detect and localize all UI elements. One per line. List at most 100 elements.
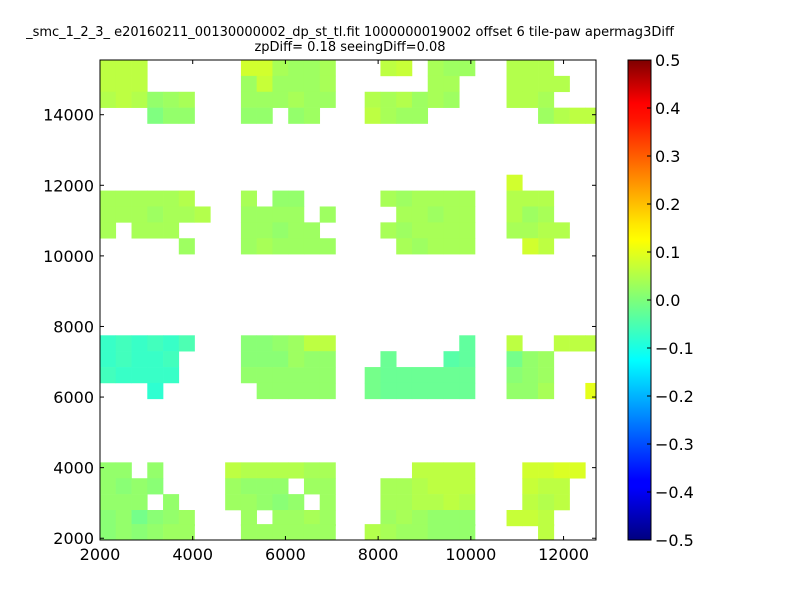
heatmap-cell <box>443 60 460 77</box>
heatmap-cell <box>459 494 476 511</box>
heatmap-cell <box>553 107 570 124</box>
heatmap-cell <box>396 367 413 384</box>
heatmap-cell <box>396 91 413 108</box>
heatmap-cell <box>100 367 117 384</box>
heatmap-cell <box>522 510 539 527</box>
heatmap-cell <box>522 60 539 77</box>
heatmap-cell <box>163 222 180 239</box>
heatmap-cell <box>147 382 164 400</box>
heatmap-cell <box>256 107 273 124</box>
heatmap-cell <box>427 494 444 511</box>
heatmap-cell <box>411 494 429 511</box>
heatmap-cell <box>538 222 555 239</box>
heatmap-cell <box>427 462 444 479</box>
heatmap-cell <box>147 351 164 368</box>
heatmap-cell <box>396 60 413 77</box>
heatmap-cell <box>396 190 413 207</box>
heatmap-cell <box>443 382 460 400</box>
heatmap-cell <box>522 462 539 479</box>
heatmap-cell <box>538 107 555 124</box>
heatmap-cell <box>443 462 460 479</box>
heatmap-cell <box>240 494 257 511</box>
heatmap-cell <box>380 91 397 108</box>
heatmap-cell <box>240 222 257 239</box>
heatmap-cell <box>288 222 305 239</box>
heatmap-cell <box>303 510 321 527</box>
heatmap-cell <box>319 367 336 384</box>
colorbar-tick-label: 0.0 <box>655 291 680 310</box>
heatmap-cell <box>522 367 539 384</box>
heatmap-cell <box>443 222 460 239</box>
heatmap-cell <box>115 462 132 479</box>
heatmap-cell <box>396 206 413 223</box>
heatmap-cell <box>288 462 305 479</box>
heatmap-cell <box>506 60 523 77</box>
heatmap-cell <box>147 190 164 207</box>
heatmap-cell <box>272 222 289 239</box>
heatmap-cell <box>411 238 429 255</box>
heatmap-cell <box>427 238 444 255</box>
heatmap-cell <box>319 75 336 93</box>
heatmap-cell <box>256 524 273 541</box>
heatmap-cell <box>506 382 523 400</box>
x-axis: 2000 4000 6000 8000 10000 12000 <box>80 60 589 564</box>
heatmap-cell <box>443 494 460 511</box>
heatmap-cell <box>585 107 597 124</box>
heatmap-cell <box>272 335 289 352</box>
heatmap-cell <box>178 206 195 223</box>
heatmap-cell <box>272 75 289 93</box>
y-tick-label: 2000 <box>53 529 94 548</box>
heatmap-cell <box>506 351 523 368</box>
heatmap-cell <box>506 174 523 191</box>
colorbar-tick-label: 0.5 <box>655 51 680 70</box>
heatmap-cell <box>522 190 539 207</box>
heatmap-cell <box>553 75 570 93</box>
heatmap-cell <box>506 222 523 239</box>
y-tick-label: 14000 <box>43 106 94 125</box>
heatmap-cell <box>459 367 476 384</box>
heatmap-cell <box>240 206 257 223</box>
colorbar-axis: 0.5 0.4 0.3 0.2 0.1 0.0 −0.1 −0.2 −0.3 −0.4 −0.5 <box>647 51 694 550</box>
heatmap-cell <box>319 494 336 511</box>
heatmap-cell <box>427 510 444 527</box>
colorbar-tick-label: −0.3 <box>655 435 694 454</box>
heatmap-cell <box>443 510 460 527</box>
heatmap-cell <box>131 190 148 207</box>
heatmap-cell <box>506 91 523 108</box>
heatmap-cell <box>115 190 132 207</box>
heatmap-cell <box>411 222 429 239</box>
heatmap-cell <box>225 462 242 479</box>
heatmap-cell <box>131 335 148 352</box>
heatmap-cell <box>319 351 336 368</box>
heatmap-cell <box>459 60 476 77</box>
heatmap-cell <box>147 367 164 384</box>
heatmap-cell <box>272 351 289 368</box>
heatmap-cell <box>427 190 444 207</box>
heatmap-cell <box>319 206 336 223</box>
heatmap-cell <box>256 238 273 255</box>
heatmap-cell <box>240 60 257 77</box>
heatmap-cell <box>553 478 570 495</box>
heatmap-cell <box>522 382 539 400</box>
heatmap-cell <box>380 60 397 77</box>
heatmap-cell <box>163 510 180 527</box>
heatmap-cell <box>256 351 273 368</box>
heatmap-cell <box>288 91 305 108</box>
heatmap-cell <box>427 222 444 239</box>
colorbar-tick-label: −0.4 <box>655 483 694 502</box>
heatmap-cell <box>178 510 195 527</box>
heatmap-cell <box>411 206 429 223</box>
heatmap-cell <box>256 494 273 511</box>
heatmap-cell <box>288 367 305 384</box>
heatmap-cell <box>131 524 148 541</box>
heatmap-cell <box>538 238 555 255</box>
heatmap-cell <box>319 382 336 400</box>
heatmap-cell <box>256 60 273 77</box>
heatmap-cell <box>443 206 460 223</box>
colorbar-tick-label: −0.1 <box>655 339 694 358</box>
heatmap-cell <box>256 382 273 400</box>
heatmap-cell <box>538 478 555 495</box>
heatmap-cell <box>100 524 117 541</box>
